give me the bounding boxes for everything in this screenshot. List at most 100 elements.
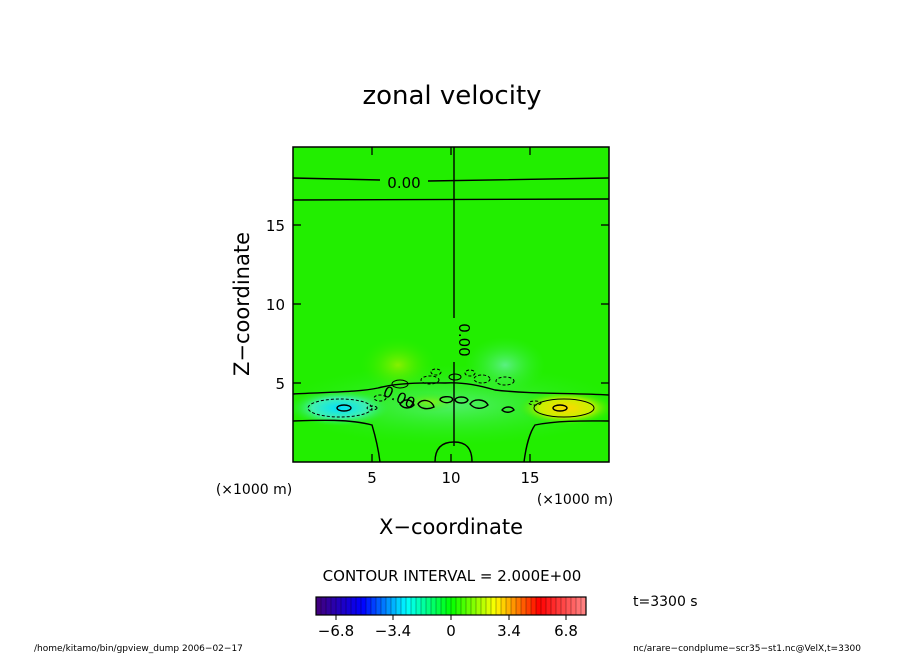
- colorbar-cell: [501, 597, 507, 615]
- contour-pos-core: [552, 404, 568, 412]
- colorbar-cell: [381, 597, 387, 615]
- colorbar-cell: [406, 597, 412, 615]
- colorbar-cell: [361, 597, 367, 615]
- colorbar-cell: [546, 597, 552, 615]
- contour-zero-low: [293, 419, 609, 462]
- colorbar-cell: [411, 597, 417, 615]
- negative-anomaly-region: [293, 390, 390, 426]
- colorbar-tick-label: 0: [446, 622, 456, 640]
- x-tick-label: 15: [520, 469, 539, 487]
- colorbar-cell: [446, 597, 452, 615]
- colorbar-cell: [576, 597, 582, 615]
- colorbar-cell: [436, 597, 442, 615]
- colorbar-cell: [496, 597, 502, 615]
- colorbar-cell: [511, 597, 517, 615]
- colorbar-cell: [481, 597, 487, 615]
- contour-bump: [434, 441, 473, 462]
- footer-left: /home/kitamo/bin/gpview_dump 2006−02−17: [34, 644, 243, 654]
- colorbar-cell: [416, 597, 422, 615]
- positive-anomaly-region: [518, 391, 609, 425]
- colorbar-cell: [336, 597, 342, 615]
- contour-neg-upper-4: [430, 368, 442, 376]
- contour-zero-upper: [293, 198, 609, 201]
- contour-zero-top: [293, 177, 609, 182]
- colorbar-tick-label: 6.8: [554, 622, 578, 640]
- colorbar-cell: [341, 597, 347, 615]
- contour-pos-outer: [533, 398, 595, 418]
- positive-anomaly-aloft: [360, 337, 436, 393]
- x-axis-label: X−coordinate: [379, 515, 523, 539]
- contour-small-4: [469, 399, 489, 409]
- colorbar-cell: [526, 597, 532, 615]
- colorbar-cell: [506, 597, 512, 615]
- colorbar-cell: [331, 597, 337, 615]
- negative-anomaly-aloft: [465, 337, 545, 393]
- colorbar-cell: [581, 597, 587, 615]
- colorbar-cell: [326, 597, 332, 615]
- colorbar-cell: [371, 597, 377, 615]
- colorbar-cell: [521, 597, 527, 615]
- colorbar-cell: [491, 597, 497, 615]
- colorbar-cell: [396, 597, 402, 615]
- colorbar-cell: [431, 597, 437, 615]
- contour-neg-upper-1: [420, 375, 440, 385]
- contour-small-6: [501, 406, 515, 413]
- y-unit-label: (×1000 m): [216, 482, 292, 498]
- y-tick-label: 10: [266, 296, 285, 314]
- colorbar-tick-label: 3.4: [497, 622, 521, 640]
- contour-label-group: 0.00 0.00 0.00: [380, 172, 473, 413]
- colorbar-cell: [466, 597, 472, 615]
- colorbar-cell: [376, 597, 382, 615]
- colorbar-cell: [531, 597, 537, 615]
- colorbar-cell: [386, 597, 392, 615]
- colorbar-cell: [566, 597, 572, 615]
- y-axis-label: Z−coordinate: [230, 232, 254, 376]
- x-tick-label: 5: [367, 469, 377, 487]
- contour-neg-upper-5: [464, 369, 476, 377]
- colorbar-ticks: [335, 615, 567, 620]
- colorbar-cell: [516, 597, 522, 615]
- contour-small-5: [399, 399, 415, 409]
- y-tick-label: 5: [275, 375, 285, 393]
- colorbar-cell: [561, 597, 567, 615]
- contour-small-2: [454, 396, 469, 404]
- colorbar-cell: [486, 597, 492, 615]
- colorbar-cell: [391, 597, 397, 615]
- colorbar-cell: [426, 597, 432, 615]
- contour-pos-upper-1: [391, 379, 409, 389]
- colorbar-cell: [351, 597, 357, 615]
- colorbar-cell: [556, 597, 562, 615]
- contour-neg-core: [336, 404, 352, 412]
- colorbar-cell: [461, 597, 467, 615]
- contour-neg-upper-2: [473, 374, 491, 384]
- contour-neg-mid-2: [366, 405, 378, 411]
- contour-small-1: [439, 395, 454, 404]
- colorbar-cell: [471, 597, 477, 615]
- y-tick-label: 15: [266, 217, 285, 235]
- time-label: t=3300 s: [633, 594, 698, 610]
- colorbar-cell: [541, 597, 547, 615]
- contour-zero-mid: [293, 382, 609, 396]
- plot-area: [293, 147, 609, 462]
- contour-neg-mid-1: [373, 394, 387, 402]
- tick-marks: [293, 147, 609, 462]
- colorbar-cell: [356, 597, 362, 615]
- colorbar-tick-label: −3.4: [375, 622, 411, 640]
- colorbar-cell: [346, 597, 352, 615]
- colorbar-cell: [451, 597, 457, 615]
- contour-label-top: 0.00: [387, 174, 420, 192]
- colorbar-cell: [321, 597, 327, 615]
- colorbar-cell: [401, 597, 407, 615]
- colorbar-cell: [316, 597, 322, 615]
- colorbar-cell: [551, 597, 557, 615]
- contour-interval-label: CONTOUR INTERVAL = 2.000E+00: [323, 567, 582, 585]
- x-unit-label: (×1000 m): [537, 492, 613, 508]
- contour-label-center: 0.00: [455, 323, 473, 356]
- contour-lines: [293, 147, 609, 462]
- colorbar-cell: [476, 597, 482, 615]
- colorbar-cell: [571, 597, 577, 615]
- colorbar-cell: [366, 597, 372, 615]
- x-tick-label: 10: [441, 469, 460, 487]
- contour-neg-outer: [307, 398, 373, 418]
